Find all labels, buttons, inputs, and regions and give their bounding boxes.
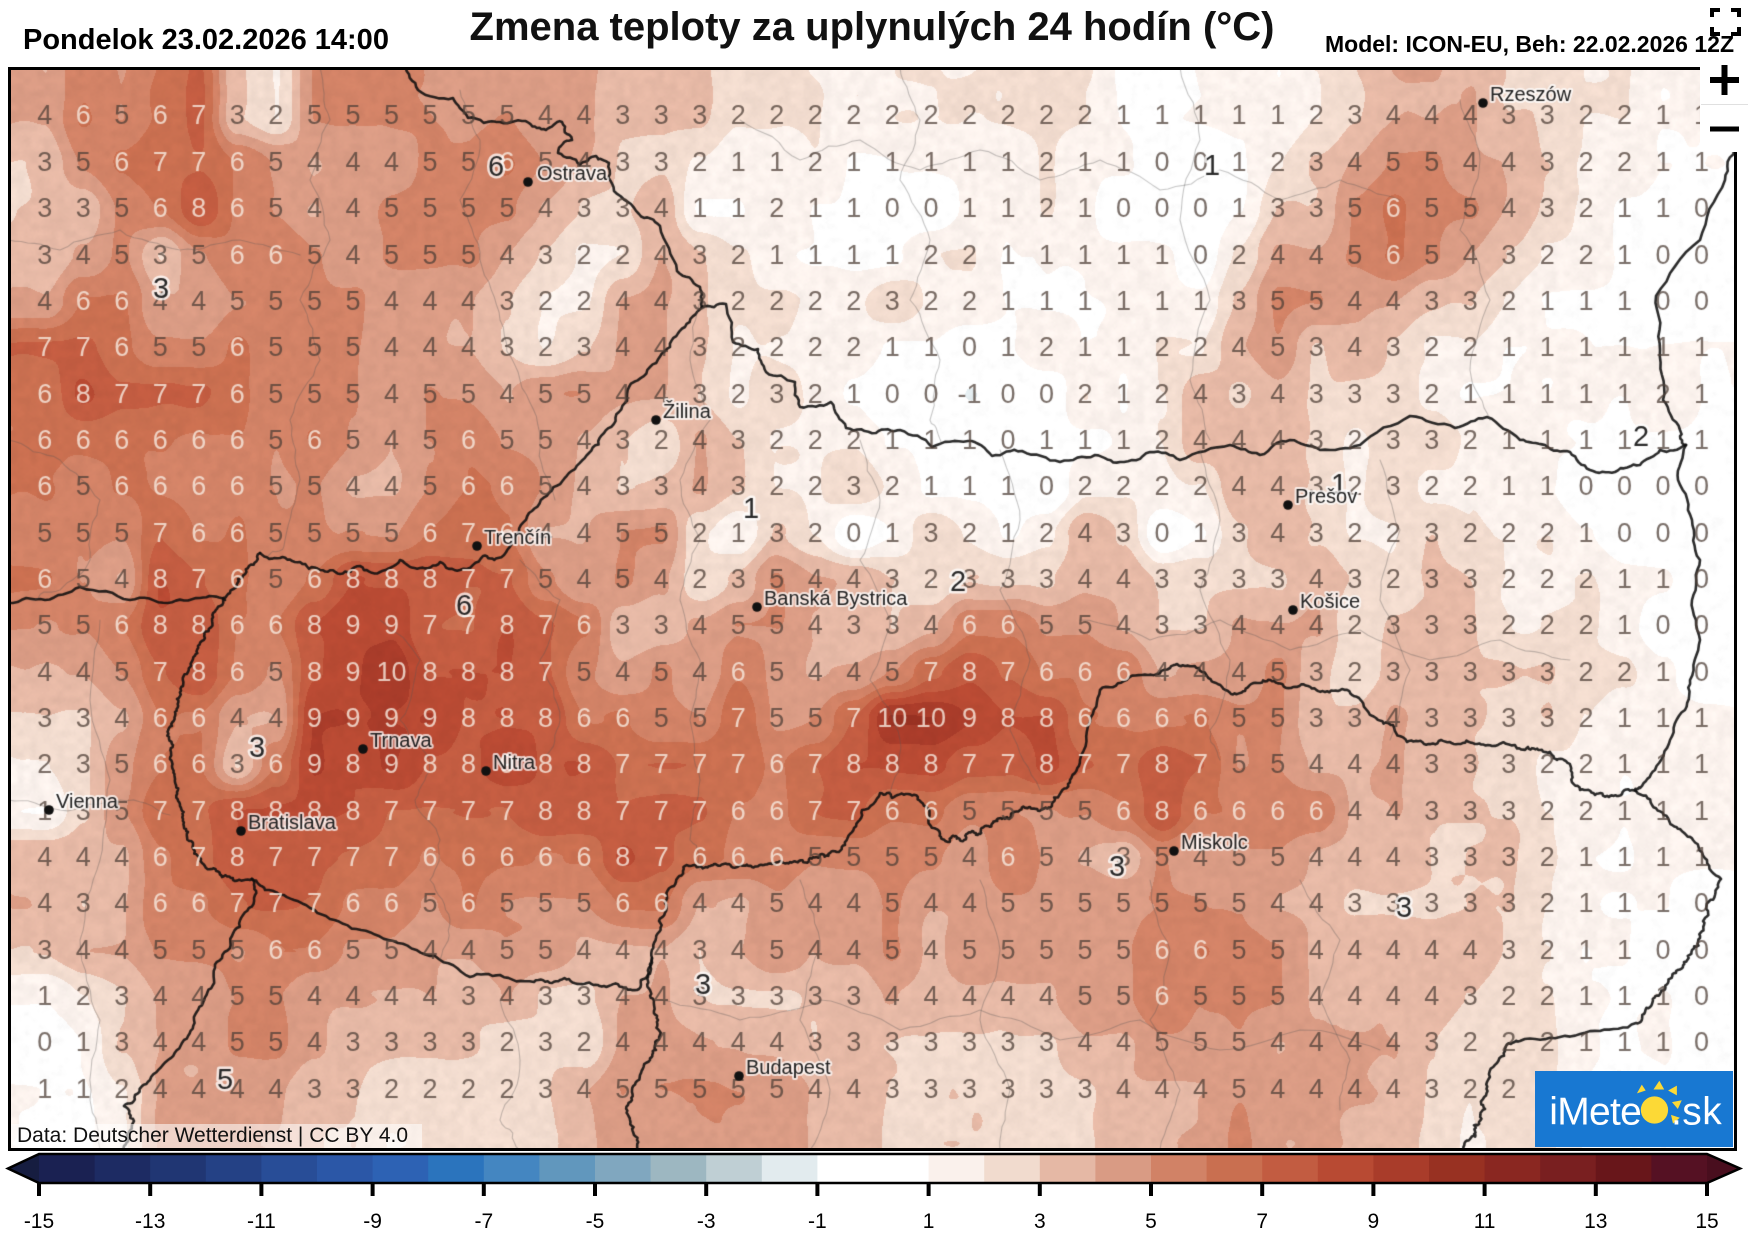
svg-text:-1: -1 (808, 1210, 827, 1233)
svg-text:-9: -9 (363, 1210, 382, 1233)
svg-text:.sk: .sk (1671, 1091, 1722, 1134)
svg-text:-3: -3 (697, 1210, 716, 1233)
svg-text:15: 15 (1695, 1210, 1718, 1233)
svg-text:13: 13 (1584, 1210, 1607, 1233)
svg-text:-15: -15 (24, 1210, 54, 1233)
svg-text:9: 9 (1368, 1210, 1380, 1233)
svg-text:11: 11 (1474, 1210, 1496, 1233)
svg-text:1: 1 (923, 1210, 935, 1233)
svg-text:iMete: iMete (1549, 1091, 1642, 1134)
svg-text:3: 3 (1034, 1210, 1046, 1233)
svg-text:-11: -11 (247, 1210, 276, 1233)
svg-text:-13: -13 (135, 1210, 165, 1233)
svg-text:5: 5 (1145, 1210, 1157, 1233)
svg-text:-5: -5 (586, 1210, 605, 1233)
svg-text:7: 7 (1256, 1210, 1268, 1233)
svg-text:-7: -7 (474, 1210, 493, 1233)
